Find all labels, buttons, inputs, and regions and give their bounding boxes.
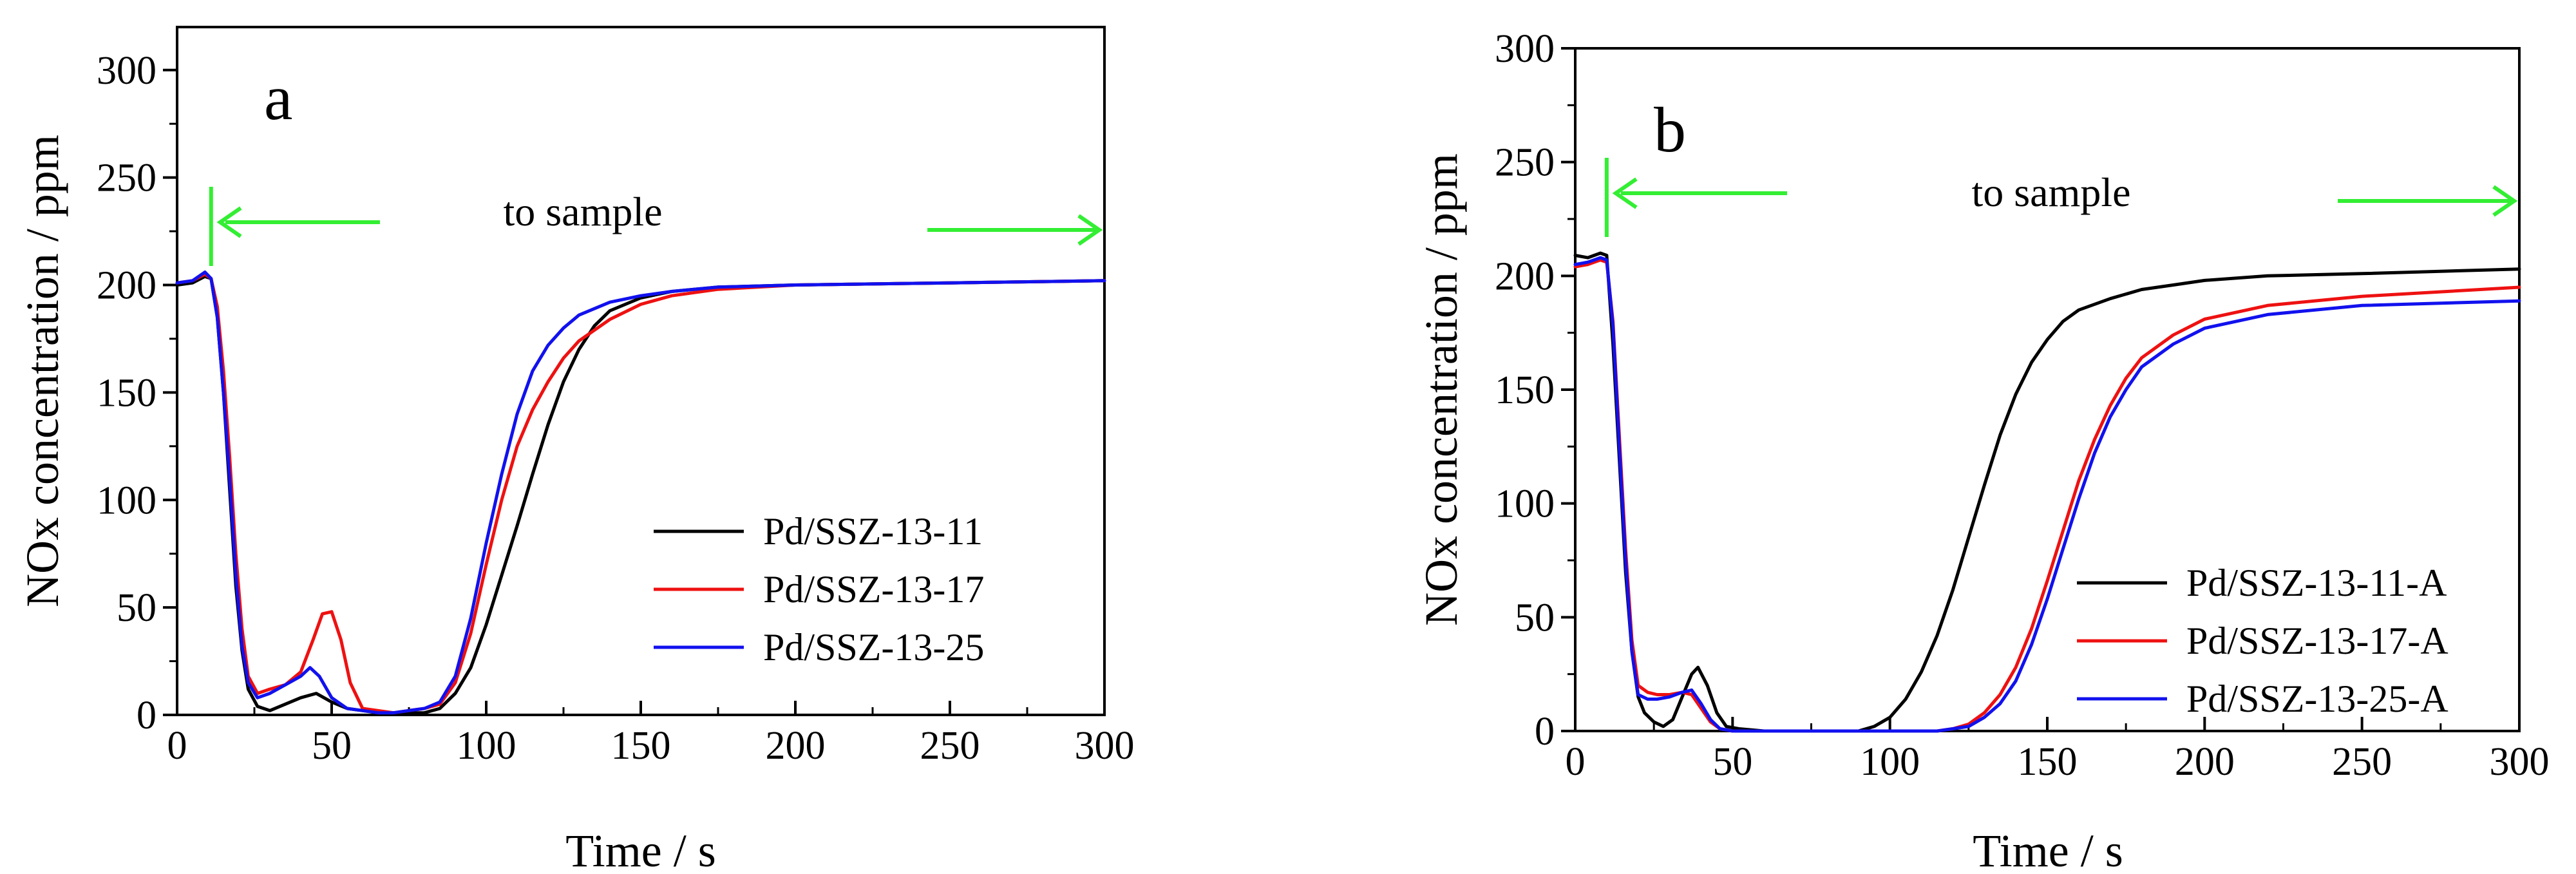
panel-a-x-tick-label-4: 200	[766, 724, 826, 768]
panel-a-x-tick-label-0: 0	[167, 724, 187, 768]
panel-b-legend-label-1: Pd/SSZ-13-17-A	[2186, 620, 2448, 662]
panel-b-x-tick-label-4: 200	[2175, 740, 2235, 784]
panel-a-annotation-text: to sample	[503, 189, 662, 234]
panel-a-y-axis-label: NOx concentration / ppm	[17, 135, 68, 607]
panel-b-y-tick-label-2: 100	[1495, 482, 1555, 526]
panel-b-label: b	[1654, 94, 1686, 166]
panel-b-x-ticks: 0 50 100 150 200 250 300	[1566, 717, 2550, 784]
panel-a-x-tick-label-6: 300	[1075, 724, 1135, 768]
panel-b-x-tick-label-0: 0	[1566, 740, 1586, 784]
panel-a-legend: Pd/SSZ-13-11 Pd/SSZ-13-17 Pd/SSZ-13-25	[654, 510, 984, 669]
panel-b-annotation	[1604, 158, 2518, 237]
panel-a-x-axis-label: Time / s	[565, 825, 715, 874]
panel-a-x-ticks: 0 50 100 150 200 250 300	[167, 701, 1135, 768]
panel-a-label: a	[264, 62, 292, 133]
panel-b-legend-label-0: Pd/SSZ-13-11-A	[2186, 562, 2447, 604]
panel-a-x-tick-label-5: 250	[920, 724, 980, 768]
panel-b-legend-label-2: Pd/SSZ-13-25-A	[2186, 678, 2448, 720]
panel-b-x-axis-label: Time / s	[1973, 825, 2123, 874]
panel-a-x-tick-label-3: 150	[611, 724, 671, 768]
panel-b-x-tick-label-2: 100	[1860, 740, 1920, 784]
panel-b-y-tick-label-4: 200	[1495, 254, 1555, 298]
panel-a-x-tick-label-2: 100	[457, 724, 516, 768]
panel-a-series	[175, 271, 1106, 715]
panel-b-right-arrow-head	[2492, 185, 2518, 217]
panel-a-y-ticks: 0 50 100 150 200 250 300	[97, 49, 177, 737]
panel-a-left-arrow-head	[216, 206, 242, 238]
panel-a-y-tick-label-2: 100	[97, 479, 156, 522]
panel-b-x-tick-label-3: 150	[2018, 740, 2078, 784]
panel-b-x-tick-label-1: 50	[1712, 740, 1752, 784]
panel-b-y-tick-label-0: 0	[1535, 710, 1555, 754]
panel-a-series-line-2	[175, 271, 1106, 715]
panel-a-y-tick-label-0: 0	[137, 694, 156, 737]
panel-b-legend: Pd/SSZ-13-11-A Pd/SSZ-13-17-A Pd/SSZ-13-…	[2077, 562, 2448, 720]
panel-a-y-tick-label-3: 150	[97, 371, 156, 415]
panel-b-y-ticks: 0 50 100 150 200 250 300	[1495, 27, 1575, 754]
panel-a-plot-frame	[176, 26, 1106, 716]
panel-a-x-tick-label-1: 50	[312, 724, 352, 768]
panel-b-y-tick-label-6: 300	[1495, 27, 1555, 71]
panel-b-left-arrow-head	[1612, 177, 1638, 209]
panel-a-y-tick-label-1: 50	[117, 586, 156, 630]
panel-a-right-arrow-head	[1077, 214, 1103, 246]
panel-b-x-tick-label-6: 300	[2490, 740, 2550, 784]
panel-a-legend-label-1: Pd/SSZ-13-17	[763, 568, 984, 611]
panel-b-y-axis-label: NOx concentration / ppm	[1416, 153, 1467, 626]
panel-b-y-tick-label-5: 250	[1495, 141, 1555, 185]
panel-b-y-tick-label-3: 150	[1495, 368, 1555, 412]
panel-b-x-tick-label-5: 250	[2332, 740, 2392, 784]
panel-b-series	[1573, 251, 2521, 733]
panel-a-legend-label-2: Pd/SSZ-13-25	[763, 626, 984, 669]
panel-b-series-line-2	[1573, 256, 2521, 733]
panel-a-legend-label-0: Pd/SSZ-13-11	[763, 510, 983, 553]
panel-b-y-tick-label-1: 50	[1515, 596, 1555, 640]
panel-b-annotation-text: to sample	[1971, 169, 2130, 215]
panel-a-annotation	[209, 187, 1103, 266]
panel-a-y-tick-label-6: 300	[97, 49, 156, 93]
panel-a-y-tick-label-4: 200	[97, 264, 156, 308]
panel-a-y-tick-label-5: 250	[97, 157, 156, 200]
